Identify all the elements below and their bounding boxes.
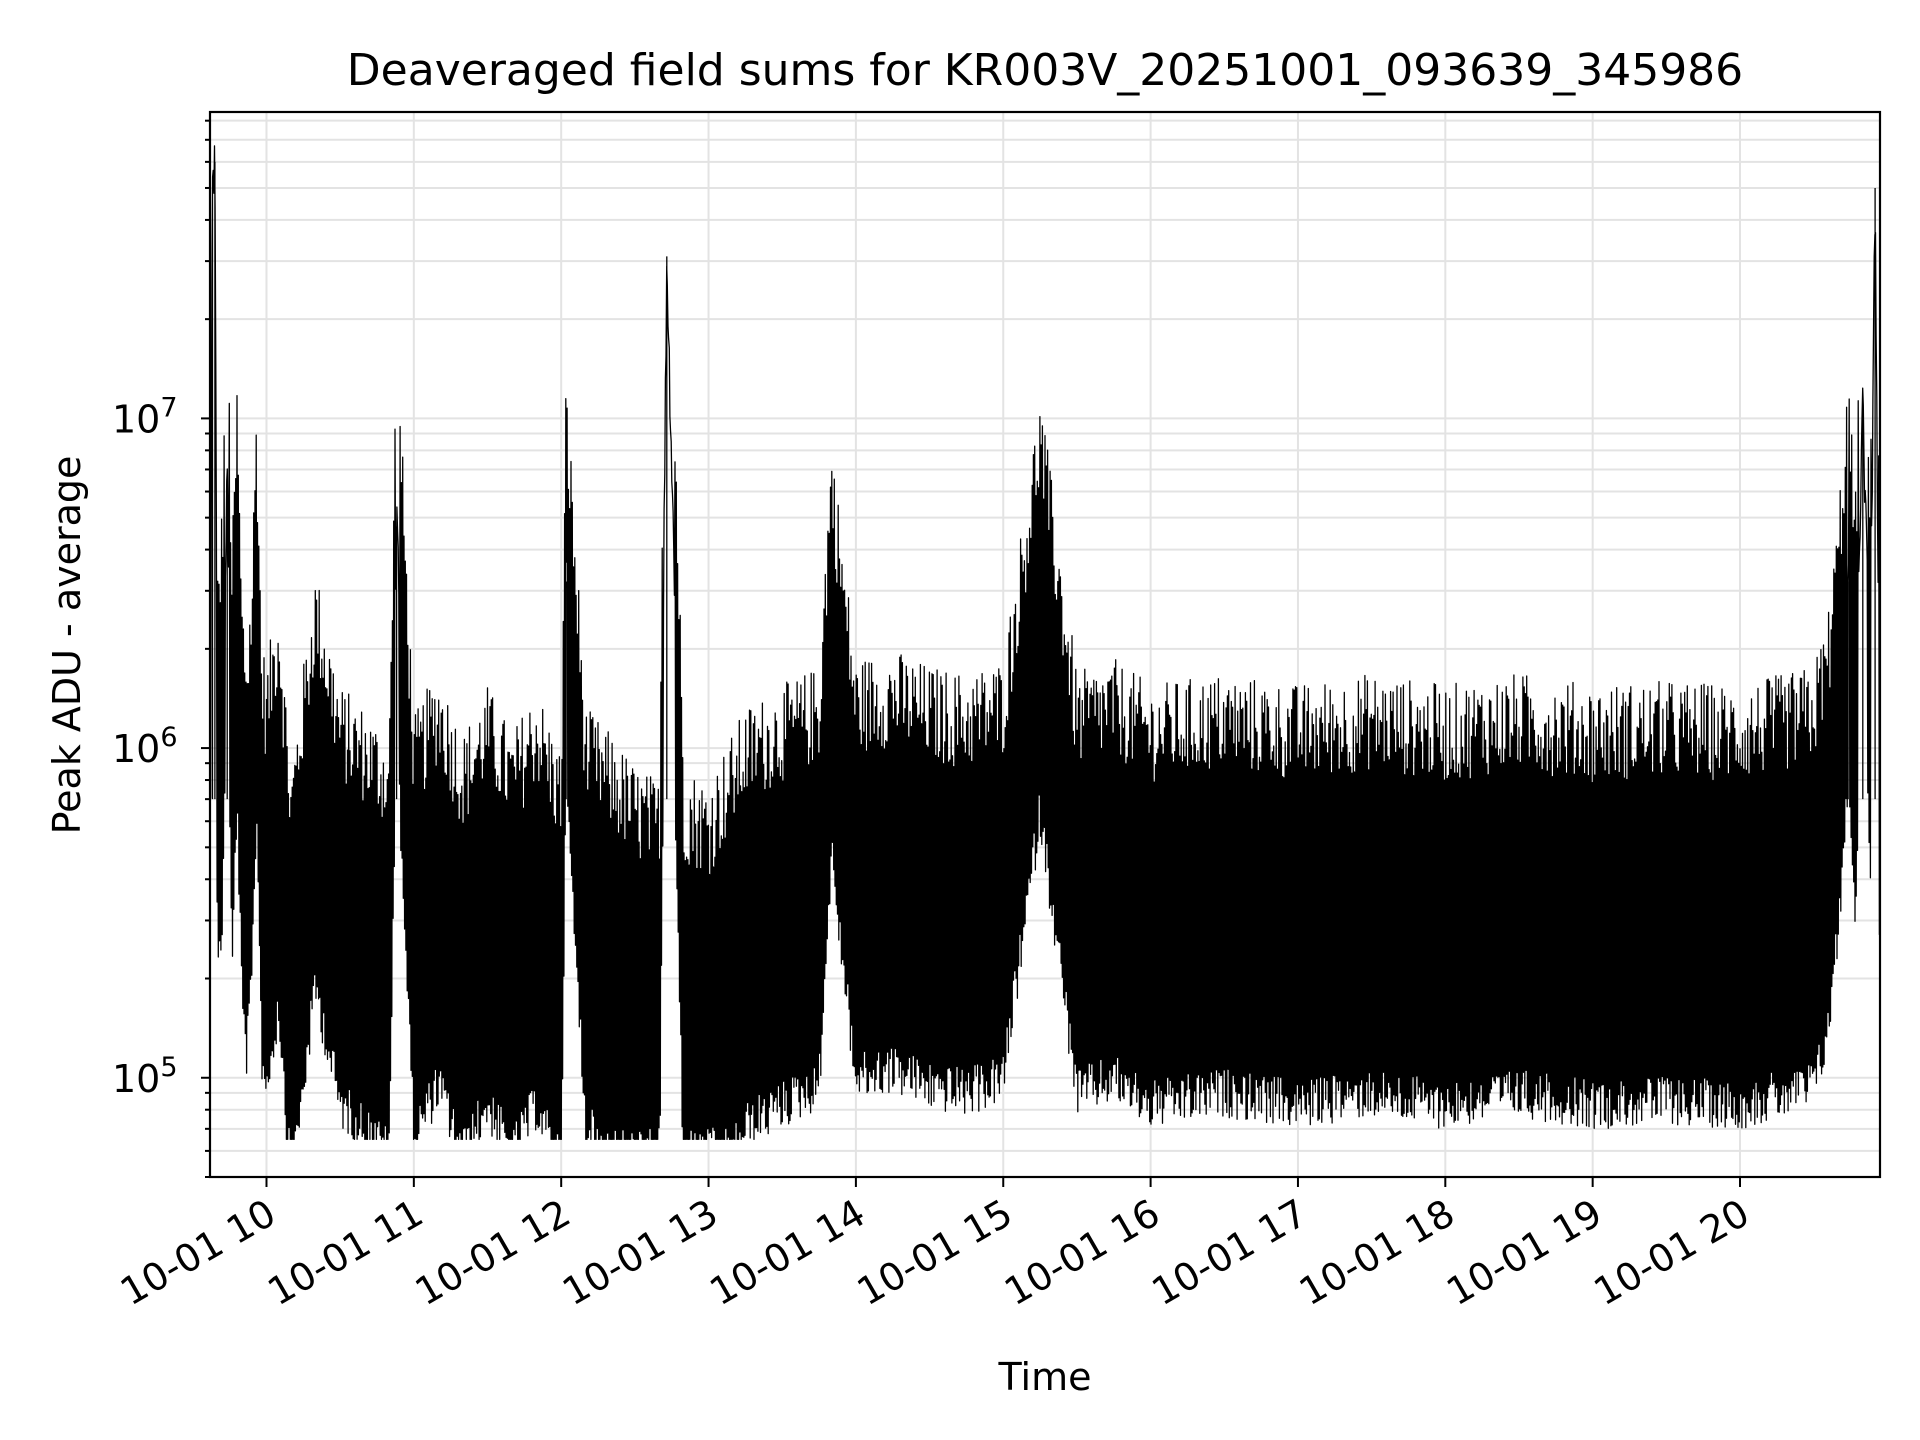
- x-axis-label: Time: [998, 1355, 1092, 1399]
- y-tick-label-base: 10: [112, 1057, 160, 1101]
- y-tick-label-exponent: 6: [160, 722, 177, 753]
- y-tick-label: 107: [112, 392, 178, 441]
- y-tick-label-exponent: 7: [160, 392, 177, 423]
- series-group: [209, 145, 1881, 1141]
- y-tick-label: 106: [112, 722, 178, 771]
- y-tick-label-base: 10: [112, 727, 160, 771]
- y-axis-label: Peak ADU - average: [45, 456, 89, 835]
- y-tick-label-base: 10: [112, 397, 160, 441]
- y-tick-label-exponent: 5: [160, 1052, 177, 1083]
- chart-title: Deaveraged field sums for KR003V_2025100…: [347, 45, 1743, 96]
- plot-frame: [208, 110, 1882, 1179]
- y-tick-label: 105: [112, 1052, 178, 1101]
- series-line: [209, 145, 1881, 1141]
